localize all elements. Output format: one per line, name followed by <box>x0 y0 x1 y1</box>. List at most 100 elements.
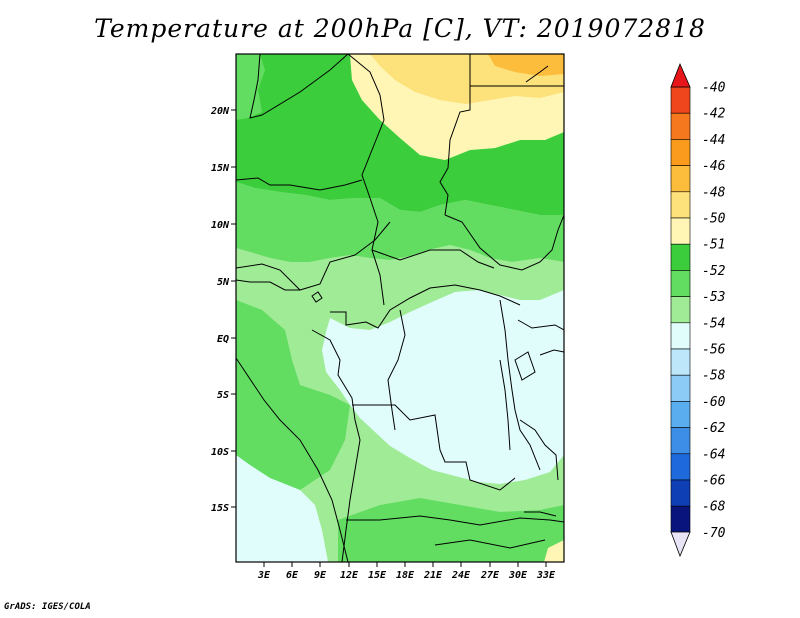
colorbar-label: -54 <box>702 316 725 331</box>
colorbar-label: -60 <box>702 395 726 410</box>
colorbar-label: -48 <box>702 185 726 200</box>
colorbar-label: -64 <box>702 447 725 462</box>
lon-label-3e: 3E <box>257 570 271 581</box>
region-m52-north <box>236 54 564 215</box>
region-m53-coast <box>236 300 350 490</box>
colorbar-cell <box>670 322 691 350</box>
lat-label-10n: 10N <box>211 220 230 231</box>
latitude-axis: 20N 15N 10N 5N EQ 5S 10S 15S <box>210 106 236 514</box>
border-line <box>434 539 546 549</box>
longitude-axis: 3E 6E 9E 12E 15E 18E 21E 24E 27E 30E 33E <box>257 562 556 581</box>
colorbar-cell <box>670 86 691 114</box>
colorbar-cell <box>670 296 691 324</box>
colorbar-label: -44 <box>702 133 725 148</box>
lon-label-30e: 30E <box>508 570 528 581</box>
region-m53-central <box>236 182 564 262</box>
border-line <box>371 249 495 269</box>
lat-label-15s: 15S <box>211 503 229 514</box>
colorbar-cell <box>670 453 691 481</box>
colorbar-label: -68 <box>702 500 726 515</box>
lon-label-27e: 27E <box>480 570 500 581</box>
border-line <box>346 515 564 526</box>
region-m53-south <box>338 498 564 562</box>
border-line <box>525 65 549 83</box>
colorbar-cell <box>670 139 691 166</box>
colorbar-cell <box>670 479 691 507</box>
colorbar-cell <box>670 427 691 455</box>
temperature-field <box>236 54 564 562</box>
colorbar-cells <box>670 86 691 533</box>
colorbar-label: -70 <box>702 526 726 541</box>
lat-label-15n: 15N <box>211 163 230 174</box>
colorbar-label: -56 <box>702 343 726 358</box>
grads-credit: GrADS: IGES/COLA <box>4 602 91 612</box>
border-line <box>539 349 564 356</box>
border-line <box>517 319 564 331</box>
colorbar: -40 -42 -44 -46 -48 -50 -51 -52 -53 -54 -56 -58 -60 -… <box>670 62 726 558</box>
colorbar-cell <box>670 191 691 219</box>
border-line <box>352 404 516 491</box>
colorbar-label: -46 <box>702 159 726 174</box>
colorbar-cell <box>670 374 691 402</box>
borders <box>236 54 564 562</box>
colorbar-labels: -40 -42 -44 -46 -48 -50 -51 -52 -53 -54 -56 -58 -60 -… <box>702 81 726 541</box>
map-title: Temperature at 200hPa [C], VT: 201907281… <box>94 14 706 43</box>
region-m56-coast <box>236 455 328 562</box>
colorbar-cell <box>670 401 691 428</box>
border-line <box>519 419 559 481</box>
border-line <box>524 511 557 517</box>
border-line <box>387 309 406 431</box>
lon-label-15e: 15E <box>368 570 387 581</box>
border-line <box>444 214 564 271</box>
colorbar-label: -52 <box>702 264 726 279</box>
lon-label-9e: 9E <box>314 570 327 581</box>
border-line <box>249 54 349 119</box>
colorbar-label: -53 <box>702 290 725 305</box>
lon-label-33e: 33E <box>536 570 556 581</box>
lat-label-5s: 5S <box>217 390 229 401</box>
border-line <box>236 221 391 291</box>
colorbar-top-arrow <box>670 62 691 88</box>
border-line <box>514 351 536 381</box>
colorbar-label: -40 <box>702 81 726 96</box>
colorbar-label: -42 <box>702 107 726 122</box>
region-m54-band <box>236 245 564 330</box>
colorbar-label: -62 <box>702 421 726 436</box>
colorbar-bottom-arrow <box>670 531 691 558</box>
lon-label-18e: 18E <box>396 570 415 581</box>
colorbar-label: -51 <box>702 238 725 253</box>
colorbar-label: -50 <box>702 212 726 227</box>
lon-label-21e: 21E <box>423 570 443 581</box>
border-line <box>347 54 385 306</box>
border-line <box>439 54 471 216</box>
border-line <box>330 284 521 329</box>
region-m48-patch <box>488 54 564 76</box>
colorbar-cell <box>670 270 691 297</box>
border-line <box>236 279 300 291</box>
map-frame <box>235 53 565 563</box>
lon-label-12e: 12E <box>340 570 359 581</box>
colorbar-cell <box>670 505 691 533</box>
border-line <box>499 299 541 471</box>
region-m51-se <box>544 540 564 562</box>
colorbar-label: -58 <box>702 369 726 384</box>
lat-label-eq: EQ <box>217 334 229 345</box>
region-m56-interior <box>322 290 564 484</box>
border-line <box>236 357 349 562</box>
colorbar-cell <box>670 217 691 245</box>
lat-label-5n: 5N <box>217 277 230 288</box>
colorbar-cell <box>670 112 691 140</box>
colorbar-cell <box>670 243 691 271</box>
border-line <box>499 359 511 451</box>
colorbar-cell <box>670 165 691 193</box>
lon-label-24e: 24E <box>451 570 471 581</box>
border-line <box>311 329 361 562</box>
lat-label-10s: 10S <box>211 447 229 458</box>
lat-label-20n: 20N <box>210 106 230 117</box>
border-line <box>311 291 323 303</box>
border-line <box>236 177 363 191</box>
colorbar-label: -66 <box>702 474 726 489</box>
region-m53-west <box>236 54 265 120</box>
colorbar-cell <box>670 348 691 376</box>
